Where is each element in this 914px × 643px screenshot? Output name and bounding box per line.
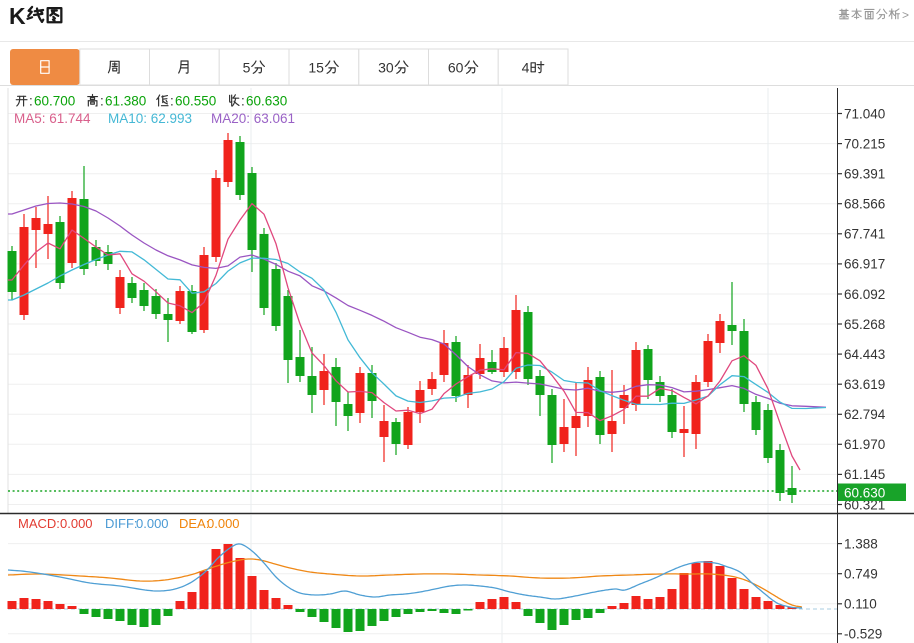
- svg-text:0.749: 0.749: [844, 566, 878, 581]
- svg-text:70.215: 70.215: [844, 136, 885, 151]
- svg-text:69.391: 69.391: [844, 166, 885, 181]
- svg-text:60.700: 60.700: [34, 94, 75, 109]
- svg-text::: :: [29, 94, 33, 109]
- svg-text:MA10: 62.993: MA10: 62.993: [108, 111, 192, 126]
- svg-text:68.566: 68.566: [844, 197, 885, 212]
- svg-text:5: 5: [243, 60, 251, 76]
- svg-text:0.110: 0.110: [844, 597, 877, 612]
- svg-text:DEA:: DEA:: [179, 516, 209, 531]
- svg-text:DIFF:: DIFF:: [105, 516, 138, 531]
- svg-text:61.970: 61.970: [844, 437, 885, 452]
- svg-text:61.380: 61.380: [105, 94, 146, 109]
- svg-text:60.630: 60.630: [844, 486, 885, 501]
- svg-text:60: 60: [448, 60, 464, 76]
- svg-text:60.321: 60.321: [844, 497, 885, 512]
- svg-text:60.550: 60.550: [175, 94, 216, 109]
- svg-text:65.268: 65.268: [844, 317, 885, 332]
- svg-text:15: 15: [308, 60, 324, 76]
- svg-text:67.741: 67.741: [844, 227, 885, 242]
- svg-text:0.000: 0.000: [60, 516, 93, 531]
- svg-text:66.092: 66.092: [844, 287, 885, 302]
- svg-text:0.000: 0.000: [207, 516, 240, 531]
- svg-text:0.000: 0.000: [136, 516, 169, 531]
- svg-text:30: 30: [378, 60, 394, 76]
- svg-text:MACD:: MACD:: [18, 516, 60, 531]
- svg-text::: :: [241, 94, 245, 109]
- svg-text:63.619: 63.619: [844, 377, 885, 392]
- svg-text:K: K: [9, 3, 26, 29]
- svg-text:62.794: 62.794: [844, 407, 886, 422]
- svg-text:60.630: 60.630: [246, 94, 287, 109]
- svg-text:>: >: [902, 8, 909, 22]
- svg-text:66.917: 66.917: [844, 257, 885, 272]
- svg-text::: :: [100, 94, 104, 109]
- svg-text::: :: [170, 94, 174, 109]
- svg-text:-0.529: -0.529: [844, 627, 882, 642]
- svg-text:MA20: 63.061: MA20: 63.061: [211, 111, 295, 126]
- svg-text:1.388: 1.388: [844, 536, 878, 551]
- svg-text:71.040: 71.040: [844, 106, 885, 121]
- svg-text:MA5: 61.744: MA5: 61.744: [14, 111, 91, 126]
- svg-text:61.145: 61.145: [844, 467, 885, 482]
- svg-text:64.443: 64.443: [844, 347, 885, 362]
- svg-text:4: 4: [522, 60, 530, 76]
